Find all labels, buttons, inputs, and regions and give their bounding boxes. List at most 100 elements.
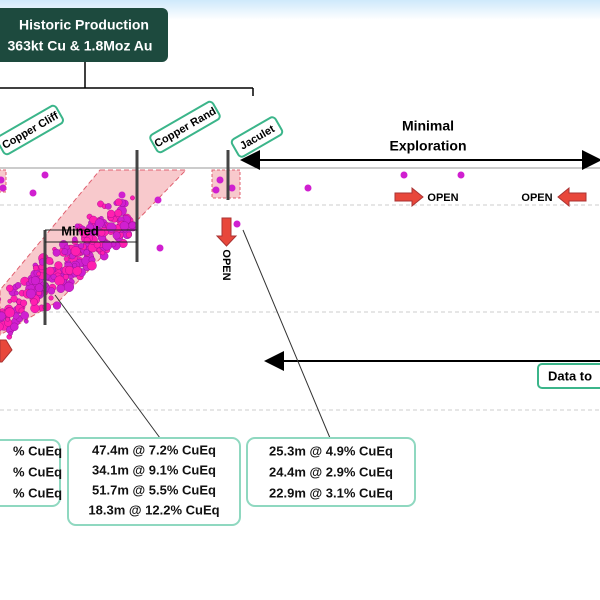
dot xyxy=(94,218,105,228)
dot xyxy=(48,295,54,301)
dot xyxy=(304,184,312,192)
dot xyxy=(20,311,29,320)
dot xyxy=(56,284,66,293)
leader-lines xyxy=(54,229,331,439)
exploration-label: Minimal xyxy=(402,118,454,134)
dot xyxy=(87,260,97,271)
dot xyxy=(6,284,14,292)
intercept-text: % CuEq xyxy=(13,485,62,500)
dot xyxy=(14,282,22,289)
dot xyxy=(130,195,135,201)
drill-intercepts xyxy=(0,171,465,340)
dot xyxy=(114,209,123,217)
dot xyxy=(63,256,70,262)
dot xyxy=(54,275,65,286)
dot xyxy=(154,196,162,204)
dot xyxy=(112,231,121,240)
dot xyxy=(216,176,224,184)
dot xyxy=(36,271,41,277)
mined-outline xyxy=(45,229,137,243)
dot xyxy=(26,288,36,299)
open-label: OPEN xyxy=(427,192,458,204)
open-label: OPEN xyxy=(521,192,552,204)
data-label: Data to xyxy=(548,368,592,383)
dot xyxy=(101,240,113,251)
dot xyxy=(96,247,102,253)
dot xyxy=(74,223,80,229)
dot xyxy=(78,243,85,249)
deposit-tag: Copper Cliff xyxy=(0,104,64,156)
dot xyxy=(233,220,241,228)
dot xyxy=(93,241,101,249)
dot xyxy=(107,209,116,218)
intercept-box xyxy=(0,439,61,507)
intercept-text: 34.1m @ 9.1% CuEq xyxy=(92,462,216,477)
open-arrows xyxy=(0,186,587,363)
subtitle: 363kt Cu & 1.8Moz Au xyxy=(8,38,153,54)
dot xyxy=(35,283,44,292)
exploration-label: Exploration xyxy=(389,138,466,154)
dot xyxy=(70,246,81,257)
dot xyxy=(125,231,133,238)
dot xyxy=(105,203,112,210)
dot xyxy=(457,171,465,179)
dot xyxy=(41,171,49,179)
dot xyxy=(114,198,123,206)
deposit-tag: Jaculet xyxy=(230,116,284,158)
intercept-box xyxy=(246,437,416,507)
dot xyxy=(13,290,19,296)
dot xyxy=(0,322,4,331)
dot xyxy=(45,257,54,265)
dot xyxy=(61,248,69,255)
zone xyxy=(211,169,241,199)
dot xyxy=(63,281,75,293)
dot xyxy=(212,186,220,194)
dot xyxy=(72,266,82,276)
headframes xyxy=(43,150,230,325)
dot xyxy=(5,317,10,322)
dot xyxy=(10,322,19,332)
intercept-box xyxy=(67,437,241,526)
title: Historic Production xyxy=(19,17,149,33)
open-label: OPEN xyxy=(220,249,232,280)
dot xyxy=(4,307,15,318)
data-box xyxy=(537,363,600,389)
intercept-text: % CuEq xyxy=(13,464,62,479)
dot xyxy=(156,244,164,252)
intercept-text: % CuEq xyxy=(13,443,62,458)
dot xyxy=(0,311,6,321)
dot xyxy=(119,221,130,231)
dot xyxy=(228,184,236,192)
dot xyxy=(118,191,126,199)
bracket xyxy=(0,62,254,96)
dot xyxy=(8,331,13,336)
dot xyxy=(0,297,2,302)
dot xyxy=(0,176,5,184)
dot xyxy=(83,249,90,256)
dot xyxy=(106,222,117,233)
dot xyxy=(52,301,62,310)
dot xyxy=(32,265,39,271)
dot xyxy=(0,184,7,192)
dot xyxy=(20,299,28,307)
deposit-tag: Copper Rand xyxy=(149,100,221,154)
dot xyxy=(30,298,38,306)
dot xyxy=(100,250,106,256)
mined-zone xyxy=(0,169,188,336)
dot xyxy=(52,248,61,257)
dot xyxy=(24,319,29,324)
dot xyxy=(10,295,18,303)
dot xyxy=(72,236,78,242)
dot xyxy=(128,221,136,230)
dot xyxy=(65,265,74,275)
title-box xyxy=(0,8,168,62)
intercept-text: 51.7m @ 5.5% CuEq xyxy=(92,482,216,497)
dot xyxy=(30,276,40,286)
dot xyxy=(400,171,408,179)
dot xyxy=(54,261,63,270)
intercept-text: 25.3m @ 4.9% CuEq xyxy=(269,443,393,458)
mined-label: Mined xyxy=(61,223,99,238)
intercept-text: 24.4m @ 2.9% CuEq xyxy=(269,464,393,479)
intercept-text: 22.9m @ 3.1% CuEq xyxy=(269,485,393,500)
